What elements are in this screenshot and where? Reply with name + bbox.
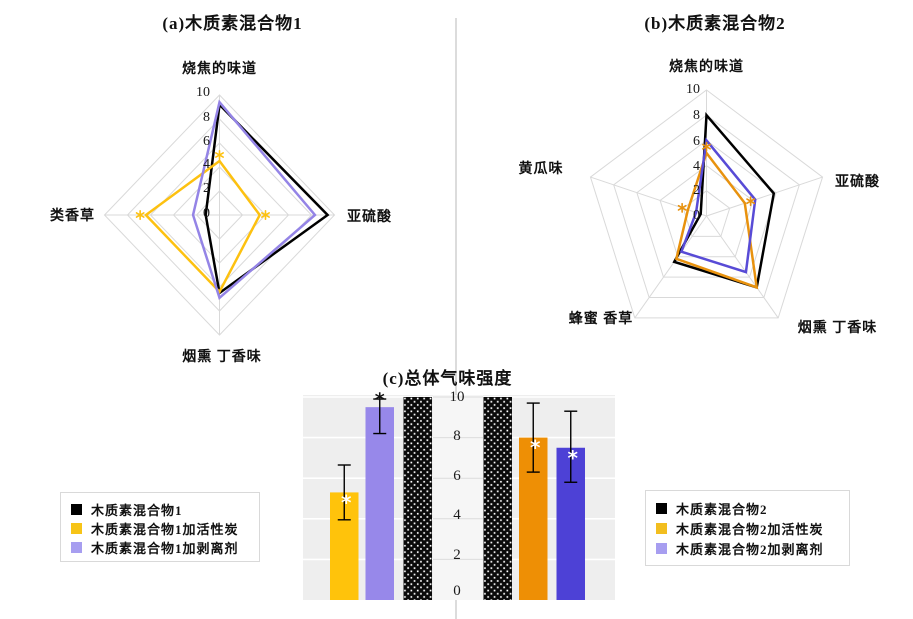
radar-b-axis-label-cucumber: 黄瓜味 [518, 162, 564, 177]
legend-item: 木质素混合物1加活性炭 [71, 519, 249, 538]
svg-text:*: * [530, 436, 541, 460]
legend-swatch-purple [71, 542, 82, 553]
radar-a-tick-10: 10 [196, 85, 210, 100]
radar-a-tick-6: 6 [203, 134, 210, 149]
panel-a-title: (a)木质素混合物1 [162, 14, 303, 33]
svg-text:*: * [568, 446, 579, 470]
bar-tick-10: 10 [449, 389, 465, 405]
legend-label: 木质素混合物1 [91, 503, 183, 518]
legend-item: 木质素混合物1 [71, 500, 249, 519]
radar-b-tick-0: 0 [693, 208, 700, 223]
panel-b-title: (b)木质素混合物2 [644, 14, 786, 33]
panel-divider-line [455, 18, 457, 619]
radar-a-tick-0: 0 [203, 206, 210, 221]
legend-swatch-black [71, 504, 82, 515]
radar-b-tick-6: 6 [693, 134, 700, 149]
legend-label: 木质素混合物1加剥离剂 [91, 541, 239, 556]
radar-a-tick-2: 2 [203, 181, 210, 196]
legend-label: 木质素混合物2加剥离剂 [676, 541, 824, 557]
legend-label: 木质素混合物1加活性炭 [91, 522, 239, 537]
legend-label: 木质素混合物2加活性炭 [676, 521, 824, 537]
radar-b-axis-label-honey-vanilla: 蜂蜜 香草 [568, 312, 634, 327]
radar-b-tick-2: 2 [693, 183, 700, 198]
radar-b-axis-label-sulfurous: 亚硫酸 [835, 175, 880, 190]
radar-a-axis-label-sulfurous: 亚硫酸 [347, 210, 392, 225]
legend-swatch-yellow [71, 523, 82, 534]
svg-text:*: * [341, 490, 352, 514]
legend-mixture-2: 木质素混合物2 木质素混合物2加活性炭 木质素混合物2加剥离剂 [645, 490, 850, 566]
bar-tick-6: 6 [453, 468, 461, 484]
radar-a-axis-label-smoky-clove: 烟熏 丁香味 [182, 350, 262, 365]
radar-b-axis-label-burnt: 烧焦的味道 [669, 60, 744, 75]
radar-a-axis-label-burnt: 烧焦的味道 [182, 62, 257, 77]
legend-mixture-1: 木质素混合物1 木质素混合物1加活性炭 木质素混合物1加剥离剂 [60, 492, 260, 562]
svg-text:*: * [375, 389, 385, 411]
radar-b-tick-10: 10 [686, 82, 700, 97]
radar-a-tick-8: 8 [203, 110, 210, 125]
radar-a-axis-label-vanilla-like: 类香草 [50, 209, 95, 224]
legend-item: 木质素混合物2加剥离剂 [656, 538, 839, 558]
bar-tick-8: 8 [453, 428, 461, 444]
bar-tick-4: 4 [453, 507, 461, 523]
radar-b-tick-4: 4 [693, 159, 700, 174]
legend-swatch-purple [656, 542, 667, 554]
radar-a-tick-4: 4 [203, 157, 210, 172]
legend-swatch-black [656, 502, 667, 514]
radar-b-axis-label-smoky-clove: 烟熏 丁香味 [797, 321, 878, 336]
legend-item: 木质素混合物2 [656, 498, 839, 518]
legend-item: 木质素混合物1加剥离剂 [71, 538, 249, 557]
legend-swatch-yellow [656, 522, 667, 534]
bar-tick-0: 0 [453, 583, 461, 599]
radar-b-tick-8: 8 [693, 108, 700, 123]
bar-tick-2: 2 [453, 547, 461, 563]
legend-label: 木质素混合物2 [676, 501, 768, 517]
panel-c-title: (c)总体气味强度 [382, 369, 513, 388]
legend-item: 木质素混合物2加活性炭 [656, 518, 839, 538]
